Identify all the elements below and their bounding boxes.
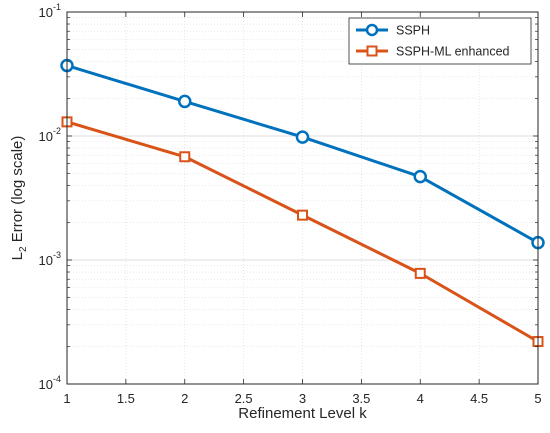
- x-tick-label: 1.5: [117, 391, 135, 406]
- data-point-ssph: [178, 94, 192, 109]
- legend-marker-ssph: [365, 23, 379, 37]
- y-tick-label-base: 10: [39, 129, 53, 144]
- x-axis-label: Refinement Level k: [238, 405, 367, 422]
- y-tick-label-base: 10: [39, 5, 53, 20]
- data-point-ssph-ml-enhanced: [179, 151, 191, 163]
- x-tick-label: 2: [181, 391, 188, 406]
- y-axis-label-base: L: [9, 252, 26, 260]
- x-tick-label: 2.5: [235, 391, 253, 406]
- y-tick-label: 10-2: [39, 126, 61, 144]
- legend-marker-ssph-ml: [366, 45, 378, 57]
- x-tick-label: 3.5: [352, 391, 370, 406]
- legend-label-ssph-ml: SSPH-ML enhanced: [396, 45, 510, 59]
- y-tick-label-exponent: -4: [53, 374, 61, 384]
- y-tick-label: 10-1: [39, 2, 61, 20]
- x-tick-label: 1: [63, 391, 70, 406]
- x-tick-labels: 1 1.5 2 2.5 3 3.5 4 4.5 5: [63, 391, 541, 406]
- data-point-ssph: [295, 130, 310, 144]
- tick-layer: [66, 11, 539, 385]
- legend-box: [348, 17, 532, 65]
- legend-label-ssph: SSPH: [396, 24, 430, 38]
- y-tick-label-base: 10: [39, 377, 53, 392]
- y-tick-label: 10-3: [39, 250, 61, 268]
- x-tick-label: 4.5: [470, 391, 488, 406]
- x-tick-label: 4: [417, 391, 424, 406]
- y-tick-label-base: 10: [39, 253, 53, 268]
- y-tick-label-exponent: -2: [53, 126, 61, 136]
- y-tick-label-exponent: -1: [53, 2, 61, 12]
- y-axis-label-rest: Error (log scale): [9, 136, 26, 247]
- legend: SSPH SSPH-ML enhanced: [348, 17, 532, 65]
- x-tick-label: 3: [299, 391, 306, 406]
- y-tick-label: 10-4: [39, 374, 61, 392]
- y-tick-labels: 10-410-310-210-1: [39, 2, 61, 392]
- data-point-ssph-ml-enhanced: [297, 209, 308, 221]
- y-axis-label-subscript: 2: [18, 246, 29, 252]
- y-axis-label: L2 Error (log scale): [9, 136, 29, 261]
- data-point-ssph-ml-enhanced: [414, 267, 426, 279]
- y-tick-label-exponent: -3: [53, 250, 61, 260]
- data-point-ssph: [413, 169, 427, 184]
- x-tick-label: 5: [534, 391, 541, 406]
